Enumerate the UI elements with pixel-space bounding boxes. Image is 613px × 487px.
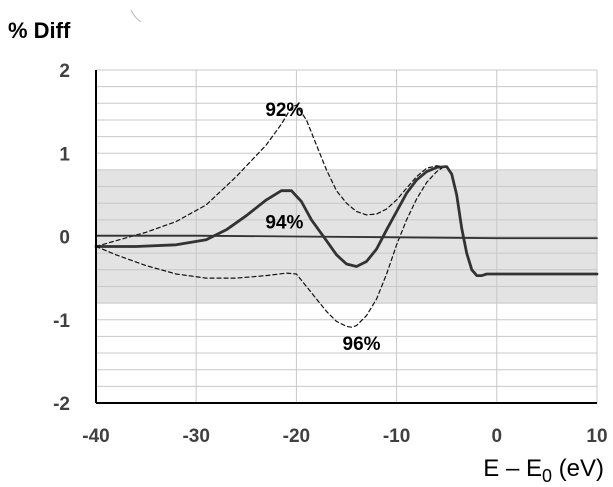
x-axis-label-main: E – E [483,455,542,482]
series-line-4 [95,234,598,240]
annotation-layer: 92% 94% 96% [265,100,380,355]
x-tick-label: -30 [182,426,209,447]
x-tick-label: 0 [492,426,503,447]
x-tick-label: -20 [283,426,310,447]
axis-layer [95,70,597,404]
y-tick-label: 1 [59,144,70,165]
y-tick-label: 0 [59,228,70,249]
x-axis-label: E – E0 (eV) [483,455,604,486]
y-tick-label: -1 [53,311,70,332]
y-tick-label: -2 [53,394,70,415]
series-line-1 [94,165,599,277]
y-tick-label: 2 [59,61,70,82]
x-tick-label: -10 [383,426,410,447]
series-line-3 [95,167,443,328]
x-tick-label: -40 [82,426,109,447]
y-axis-label: % Diff [8,18,71,43]
x-tick-label: 10 [586,426,607,447]
decorative-tick-mark [130,9,142,23]
annotation-label: 94% [265,213,303,234]
x-axis-label-unit: (eV) [552,455,604,482]
series-line-2 [95,104,443,248]
annotation-label: 92% [265,100,303,121]
x-axis-label-subscript: 0 [542,466,552,486]
series-layer [94,104,599,328]
annotation-label: 96% [343,334,381,355]
